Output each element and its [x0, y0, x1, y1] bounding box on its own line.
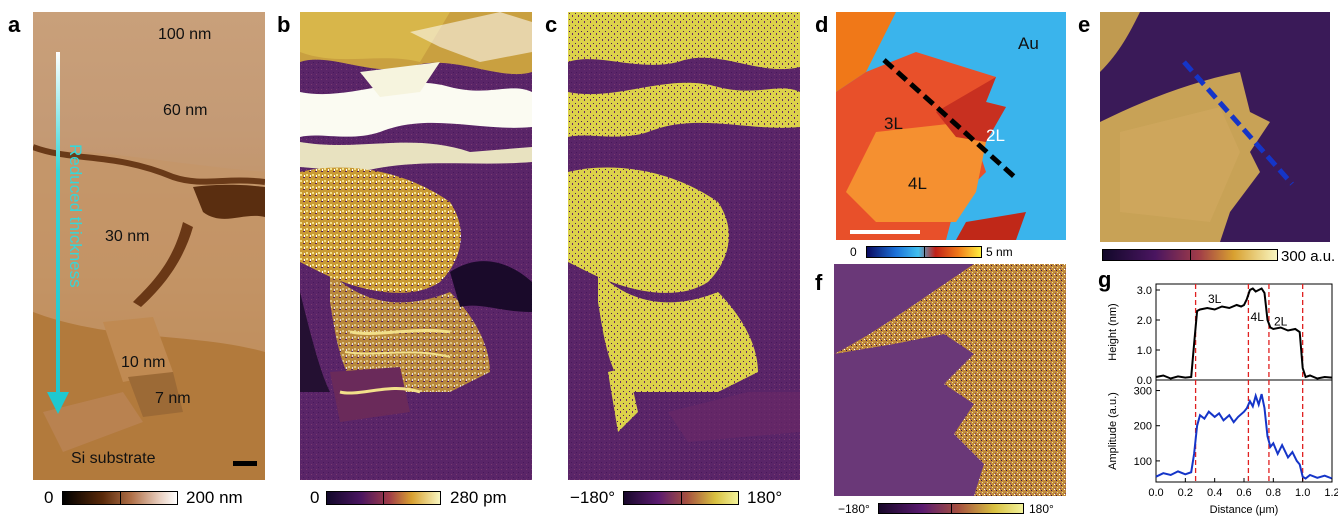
label-au: Au	[1018, 34, 1039, 53]
colorbar-f-max: 180°	[1029, 502, 1054, 516]
layer-label-3l: 3L	[1208, 292, 1222, 306]
si-substrate-label: Si substrate	[71, 450, 156, 467]
panel-b-piezo-amplitude-image	[300, 12, 532, 480]
panel-e-amplitude-image	[1100, 12, 1330, 242]
y-tick-label: 0.0	[1137, 375, 1152, 387]
x-axis-label: Distance (μm)	[1210, 504, 1279, 516]
reduced-thickness-arrow	[47, 52, 69, 422]
y-tick-label: 100	[1134, 456, 1152, 468]
plot-frame	[1155, 379, 1333, 483]
plot-frame	[1155, 283, 1333, 381]
thickness-label-60: 60 nm	[163, 102, 208, 119]
label-2l: 2L	[986, 126, 1005, 145]
colorbar-c-max: 180°	[747, 488, 783, 507]
colorbar-f-tick	[951, 503, 952, 514]
x-tick-label: 0.0	[1148, 487, 1163, 499]
x-tick-label: 0.6	[1236, 487, 1251, 499]
thickness-label-7: 7 nm	[155, 390, 191, 407]
height-profile-line	[1155, 287, 1333, 380]
panel-g-line-plots: 0.0 1.0 2.0 3.0 Height (nm) 100 200 300 Amplitud…	[1107, 283, 1338, 516]
label-3l: 3L	[884, 114, 903, 133]
layer-label-2l: 2L	[1274, 315, 1288, 329]
colorbar-d-max: 5 nm	[986, 245, 1013, 259]
label-4l: 4L	[908, 174, 927, 193]
colorbar-a-max: 200 nm	[186, 488, 243, 507]
panel-c-piezo-phase-image	[568, 12, 800, 480]
panel-d-height-image: Au 3L 2L 4L	[836, 12, 1066, 240]
colorbar-e-max: 300 a.u.	[1281, 248, 1336, 265]
colorbar-b-min: 0	[310, 488, 320, 507]
thickness-label-10: 10 nm	[121, 354, 166, 371]
thickness-label-30: 30 nm	[105, 228, 150, 245]
x-tick-label: 0.4	[1207, 487, 1222, 499]
y-axis-label: Amplitude (a.u.)	[1107, 392, 1119, 470]
panel-a-label: a	[8, 12, 21, 37]
colorbar-d-tick	[924, 246, 925, 258]
panel-c-label: c	[545, 12, 558, 37]
colorbar-e-tick	[1190, 249, 1191, 261]
x-tick-label: 0.8	[1266, 487, 1281, 499]
colorbar-c-tick	[681, 491, 682, 505]
panel-f-phase-image	[834, 264, 1066, 496]
panel-e-label: e	[1078, 12, 1091, 37]
colorbar-a-tick	[120, 491, 121, 505]
layer-label-4l: 4L	[1251, 310, 1265, 324]
x-tick-label: 1.0	[1295, 487, 1310, 499]
panel-g-label: g	[1098, 267, 1112, 292]
colorbar-b-tick	[383, 491, 384, 505]
colorbar-d-min: 0	[850, 245, 857, 259]
y-tick-label: 3.0	[1137, 285, 1152, 297]
y-tick-label: 1.0	[1137, 345, 1152, 357]
thickness-label-100: 100 nm	[158, 26, 212, 43]
amplitude-profile-line	[1155, 392, 1333, 480]
panel-a-topography-image: Reduced thickness 100 nm 60 nm 30 nm 10 …	[33, 12, 265, 480]
colorbar-c-min: −180°	[570, 488, 616, 507]
colorbar-f-min: −180°	[838, 502, 870, 516]
y-axis-label: Height (nm)	[1107, 303, 1119, 360]
x-tick-label: 1.2	[1324, 487, 1338, 499]
panel-d-label: d	[815, 12, 829, 37]
y-tick-label: 2.0	[1137, 315, 1152, 327]
panel-f-label: f	[815, 270, 823, 295]
x-tick-label: 0.2	[1178, 487, 1193, 499]
y-tick-label: 300	[1134, 386, 1152, 398]
y-tick-label: 200	[1134, 421, 1152, 433]
reduced-thickness-label: Reduced thickness	[66, 144, 85, 288]
colorbar-b-max: 280 pm	[450, 488, 507, 507]
colorbar-a-min: 0	[44, 488, 54, 507]
panel-b-label: b	[277, 12, 291, 37]
